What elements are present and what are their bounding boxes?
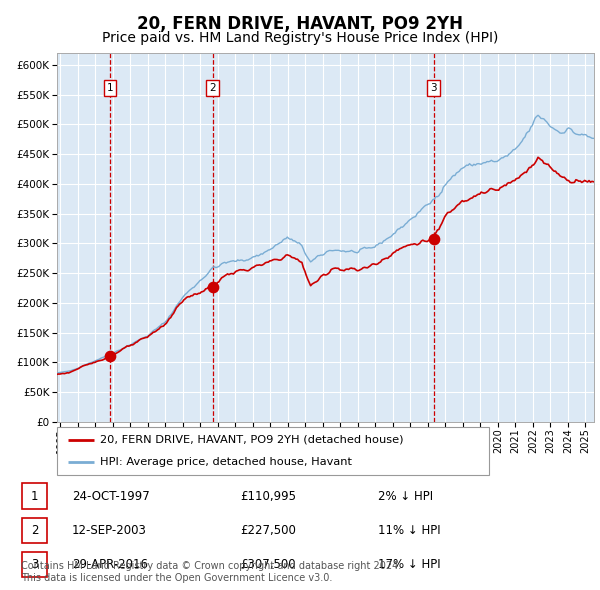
Text: 2: 2 (209, 83, 216, 93)
FancyBboxPatch shape (57, 427, 489, 475)
FancyBboxPatch shape (22, 552, 47, 578)
Text: 17% ↓ HPI: 17% ↓ HPI (378, 558, 440, 571)
Point (105, 351, 115, 360)
Text: 11% ↓ HPI: 11% ↓ HPI (378, 524, 440, 537)
Text: Contains HM Land Registry data © Crown copyright and database right 2024.
This d: Contains HM Land Registry data © Crown c… (21, 561, 401, 583)
Text: 2% ↓ HPI: 2% ↓ HPI (378, 490, 433, 503)
Text: 1: 1 (31, 490, 38, 503)
Text: £110,995: £110,995 (240, 490, 296, 503)
Text: HPI: Average price, detached house, Havant: HPI: Average price, detached house, Hava… (100, 457, 352, 467)
Text: £227,500: £227,500 (240, 524, 296, 537)
Text: 3: 3 (31, 558, 38, 571)
Point (429, 234, 439, 244)
Point (208, 282, 217, 291)
Text: Price paid vs. HM Land Registry's House Price Index (HPI): Price paid vs. HM Land Registry's House … (102, 31, 498, 45)
Text: 2: 2 (31, 524, 38, 537)
Text: 3: 3 (430, 83, 437, 93)
Text: 1: 1 (107, 83, 113, 93)
Text: 20, FERN DRIVE, HAVANT, PO9 2YH (detached house): 20, FERN DRIVE, HAVANT, PO9 2YH (detache… (100, 435, 404, 445)
Text: 29-APR-2016: 29-APR-2016 (72, 558, 148, 571)
Text: 12-SEP-2003: 12-SEP-2003 (72, 524, 147, 537)
FancyBboxPatch shape (22, 517, 47, 543)
Text: £307,500: £307,500 (240, 558, 296, 571)
Text: 24-OCT-1997: 24-OCT-1997 (72, 490, 150, 503)
Text: 20, FERN DRIVE, HAVANT, PO9 2YH: 20, FERN DRIVE, HAVANT, PO9 2YH (137, 15, 463, 33)
FancyBboxPatch shape (22, 483, 47, 509)
